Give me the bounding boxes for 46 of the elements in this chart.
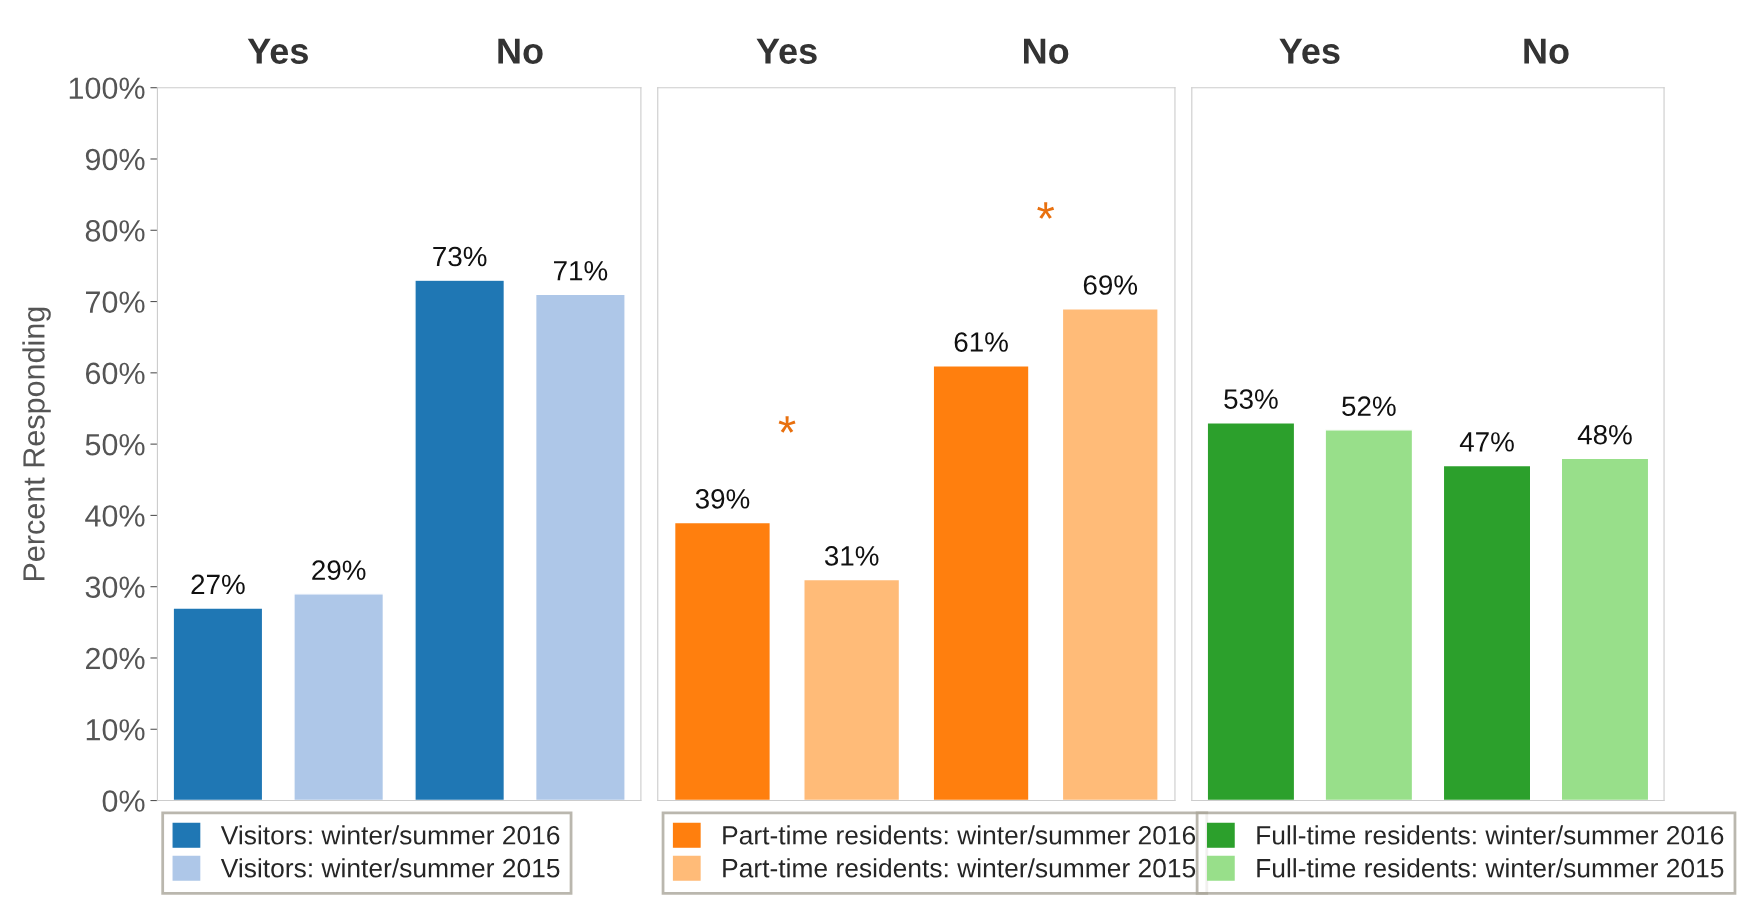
y-tick-label: 100% (69, 77, 145, 100)
bar (1061, 307, 1159, 801)
data-label: 29% (312, 560, 366, 580)
x-tick-label: No (498, 38, 543, 64)
bar (803, 578, 901, 801)
bar (932, 365, 1030, 801)
bar (414, 279, 506, 801)
x-tick-label: No (1024, 38, 1069, 64)
data-label: 31% (824, 546, 879, 566)
x-tick-label: Yes (1279, 38, 1340, 64)
y-tick-label: 80% (85, 220, 145, 242)
data-label: 73% (433, 246, 487, 267)
legend-label: Full-time residents: winter/summer 2015 (1257, 858, 1724, 878)
x-tick-label: Yes (756, 38, 817, 64)
y-tick-label: 20% (85, 647, 145, 670)
legend-label: Visitors: winter/summer 2015 (220, 858, 560, 878)
annotation: * (1037, 202, 1055, 219)
data-label: 52% (1342, 396, 1396, 417)
data-label: 39% (695, 489, 750, 509)
data-label: 53% (1224, 389, 1278, 409)
y-tick-label: 70% (86, 291, 145, 313)
y-tick-label: 10% (86, 719, 145, 741)
y-tick-label: 0% (102, 790, 145, 812)
legend-label: Full-time residents: winter/summer 2016 (1257, 825, 1724, 845)
x-tick-label: No (1524, 38, 1569, 64)
bar (172, 607, 264, 801)
y-tick-label: 40% (85, 505, 145, 527)
bar (673, 521, 772, 801)
y-tick-label: 60% (86, 362, 145, 385)
y-tick-label: 50% (85, 433, 145, 456)
legend-label: Part-time residents: winter/summer 2016 (723, 825, 1196, 845)
bar (293, 593, 385, 801)
bar (534, 293, 626, 801)
data-label: 71% (554, 261, 608, 281)
legend-label: Part-time residents: winter/summer 2015 (723, 858, 1196, 878)
data-label: 69% (1083, 275, 1138, 295)
legend-label: Visitors: winter/summer 2016 (220, 825, 560, 845)
y-tick-label: 30% (85, 576, 145, 599)
y-axis-title: Percent Responding (22, 307, 51, 581)
data-label: 47% (1459, 432, 1514, 452)
data-label: 61% (954, 332, 1008, 352)
annotation: * (778, 416, 796, 433)
x-tick-label: Yes (247, 38, 308, 64)
data-label: 27% (191, 574, 245, 595)
data-label: 48% (1577, 424, 1632, 445)
y-tick-label: 90% (85, 148, 145, 171)
